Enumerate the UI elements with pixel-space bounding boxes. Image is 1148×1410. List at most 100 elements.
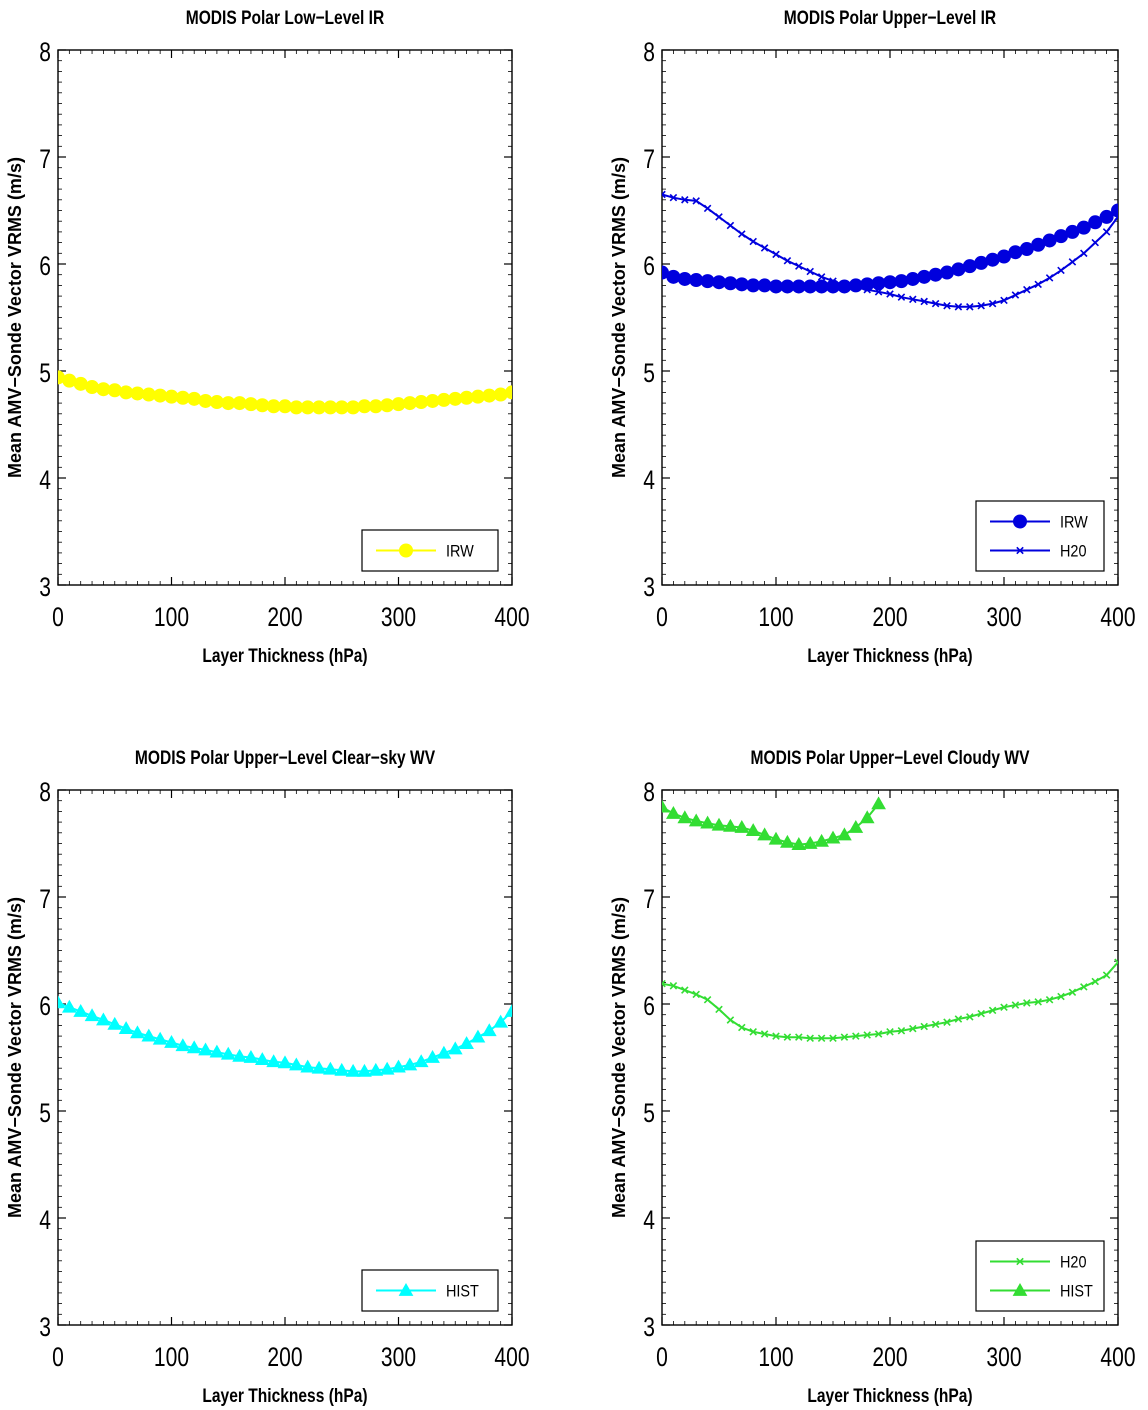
data-point-h20-1 xyxy=(669,193,678,202)
data-point-h20-4 xyxy=(703,995,712,1004)
y-tick-label: 6 xyxy=(643,252,655,282)
data-point-h20-24 xyxy=(931,299,940,308)
legend-label-irw: IRW xyxy=(446,542,474,560)
data-point-irw-40 xyxy=(505,385,512,400)
y-tick-label: 5 xyxy=(39,1099,51,1129)
x-tick-label: 200 xyxy=(872,603,907,633)
data-point-h20-20 xyxy=(886,1028,894,1036)
data-point-h20-22 xyxy=(909,1024,917,1033)
legend: IRW H20 xyxy=(975,500,1105,572)
data-point-h20-14 xyxy=(817,1034,826,1043)
data-point-hist-6 xyxy=(118,1021,134,1034)
x-tick-label: 300 xyxy=(986,603,1021,633)
x-tick-label: 100 xyxy=(758,603,793,633)
x-tick-label: 300 xyxy=(986,1343,1021,1373)
data-point-hist-0 xyxy=(662,799,670,813)
data-point-h20-39 xyxy=(1102,228,1111,236)
data-point-hist-13 xyxy=(802,835,818,849)
data-point-h20-10 xyxy=(772,1032,780,1040)
data-point-hist-1 xyxy=(61,999,77,1013)
series-group xyxy=(58,995,512,1077)
data-point-h20-0 xyxy=(662,979,666,988)
series-h20 xyxy=(662,958,1118,1043)
data-point-h20-37 xyxy=(1080,983,1088,991)
data-point-h20-17 xyxy=(852,283,860,292)
data-point-hist-4 xyxy=(700,815,715,829)
x-tick-label: 400 xyxy=(1100,603,1135,633)
data-point-hist-12 xyxy=(186,1040,202,1054)
data-point-legend-irw-0 xyxy=(1013,514,1027,529)
data-point-h20-31 xyxy=(1011,1001,1020,1009)
data-point-h20-3 xyxy=(692,990,700,999)
data-point-h20-12 xyxy=(795,1033,803,1041)
data-point-hist-19 xyxy=(871,796,886,810)
data-point-hist-28 xyxy=(368,1062,384,1076)
chart-title: MODIS Polar Upper−Level Clear−sky WV xyxy=(135,747,436,769)
chart-panel-upper-level-ir: 0 100 200 300 400 3 4 5 6 7 8 MODIS Polar Upper−Lev… xyxy=(609,7,1136,667)
data-point-irw-12 xyxy=(187,391,202,406)
data-point-hist-32 xyxy=(413,1054,429,1068)
legend: IRW xyxy=(361,529,499,572)
y-tick-label: 7 xyxy=(643,885,655,915)
data-point-hist-19 xyxy=(266,1054,282,1068)
x-axis-label: Layer Thickness (hPa) xyxy=(807,1385,972,1407)
y-tick-label: 8 xyxy=(643,38,655,68)
data-point-hist-1 xyxy=(666,806,681,819)
data-point-legend-h20-0 xyxy=(1016,1257,1024,1266)
data-point-h20-11 xyxy=(783,257,792,265)
data-point-hist-33 xyxy=(425,1049,440,1063)
data-point-irw-1 xyxy=(666,269,681,284)
plot-area xyxy=(661,789,1119,1326)
x-tick-label: 300 xyxy=(381,603,416,633)
x-tick-label: 100 xyxy=(154,1343,189,1373)
chart-title: MODIS Polar Upper−Level IR xyxy=(784,7,997,29)
data-point-h20-26 xyxy=(954,1015,963,1023)
legend-label-hist: HIST xyxy=(1060,1282,1093,1300)
data-point-h20-4 xyxy=(703,204,712,213)
data-point-hist-15 xyxy=(825,830,841,844)
data-point-h20-16 xyxy=(840,1033,849,1041)
data-point-hist-2 xyxy=(73,1003,89,1017)
data-point-hist-25 xyxy=(334,1062,350,1076)
data-point-h20-18 xyxy=(863,1031,871,1039)
series-group xyxy=(662,190,1118,311)
data-point-h20-5 xyxy=(715,1005,723,1014)
y-tick-label: 8 xyxy=(643,778,655,808)
data-point-hist-26 xyxy=(345,1063,361,1077)
data-point-h20-24 xyxy=(931,1020,940,1029)
chart-title: MODIS Polar Upper−Level Cloudy WV xyxy=(751,747,1030,769)
y-tick-label: 4 xyxy=(39,1206,51,1236)
data-point-h20-34 xyxy=(1045,995,1054,1004)
x-tick-label: 200 xyxy=(267,603,302,633)
y-tick-label: 7 xyxy=(643,145,655,175)
data-point-h20-27 xyxy=(966,1013,974,1021)
data-point-hist-29 xyxy=(379,1061,395,1075)
data-point-hist-13 xyxy=(198,1042,213,1056)
data-point-hist-8 xyxy=(141,1028,157,1042)
data-point-h20-8 xyxy=(749,237,757,246)
data-point-h20-25 xyxy=(943,301,951,310)
data-point-h20-9 xyxy=(760,1030,769,1038)
data-point-hist-16 xyxy=(837,827,852,841)
data-point-h20-7 xyxy=(738,230,746,238)
y-tick-label: 8 xyxy=(39,778,51,808)
data-point-hist-37 xyxy=(470,1029,486,1043)
data-point-hist-9 xyxy=(152,1031,168,1045)
legend: H20 HIST xyxy=(975,1240,1105,1312)
x-tick-label: 0 xyxy=(52,1343,64,1373)
x-axis-label: Layer Thickness (hPa) xyxy=(202,1385,367,1407)
legend-box xyxy=(975,500,1105,572)
data-point-hist-5 xyxy=(711,817,727,831)
data-point-h20-25 xyxy=(943,1018,951,1026)
series-group xyxy=(58,370,512,415)
legend-label-h20: H20 xyxy=(1060,1253,1087,1271)
data-point-h20-33 xyxy=(1034,280,1042,289)
data-point-h20-35 xyxy=(1057,266,1065,275)
data-point-h20-27 xyxy=(966,303,974,311)
data-point-h20-28 xyxy=(977,301,985,310)
x-tick-label: 400 xyxy=(494,1343,529,1373)
legend: HIST xyxy=(361,1269,499,1312)
data-point-h20-3 xyxy=(692,197,700,205)
data-point-h20-19 xyxy=(874,288,883,296)
y-tick-label: 4 xyxy=(643,1206,655,1236)
